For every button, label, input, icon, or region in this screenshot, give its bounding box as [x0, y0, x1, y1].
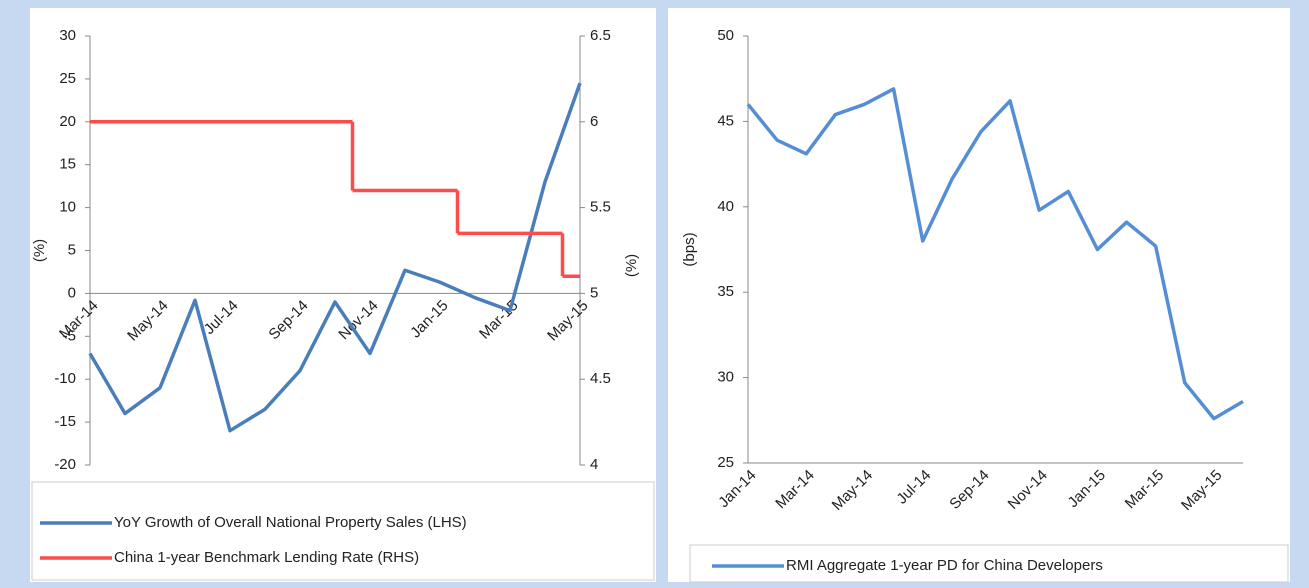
y2-tick-label: 4.5: [590, 370, 611, 387]
y-tick-label: 25: [717, 454, 734, 471]
y-tick-label: 30: [59, 27, 76, 44]
series-line: [746, 87, 1244, 421]
y-tick-label: -5: [63, 327, 76, 344]
legend-box: [31, 481, 655, 581]
right-panel: [668, 8, 1290, 582]
y2-tick-label: 4: [590, 456, 598, 473]
y-tick-label: 40: [717, 198, 734, 215]
y-tick-label: 35: [717, 283, 734, 300]
y-tick-label: 45: [717, 112, 734, 129]
y-axis-label: (bps): [681, 232, 698, 266]
y-tick-label: 5: [68, 241, 76, 258]
y-tick-label: 10: [59, 199, 76, 216]
y2-axis-label: (%): [623, 254, 640, 277]
legend-label: YoY Growth of Overall National Property …: [114, 514, 467, 531]
y-tick-label: 20: [59, 113, 76, 130]
legend-label: China 1-year Benchmark Lending Rate (RHS…: [114, 549, 419, 566]
y-tick-label: 25: [59, 70, 76, 87]
y-tick-label: 30: [717, 369, 734, 386]
legend-box: [689, 544, 1289, 583]
y-axis-label: (%): [31, 239, 48, 262]
y2-tick-label: 5: [590, 284, 598, 301]
y2-tick-label: 6: [590, 113, 598, 130]
y-tick-label: -10: [54, 370, 76, 387]
y-tick-label: 0: [68, 284, 76, 301]
legend-label: RMI Aggregate 1-year PD for China Develo…: [786, 557, 1103, 574]
y2-tick-label: 5.5: [590, 199, 611, 216]
series-line: [88, 82, 582, 433]
y-tick-label: -15: [54, 413, 76, 430]
y2-tick-label: 6.5: [590, 27, 611, 44]
y-tick-label: -20: [54, 456, 76, 473]
y-tick-label: 50: [717, 27, 734, 44]
y-tick-label: 15: [59, 156, 76, 173]
